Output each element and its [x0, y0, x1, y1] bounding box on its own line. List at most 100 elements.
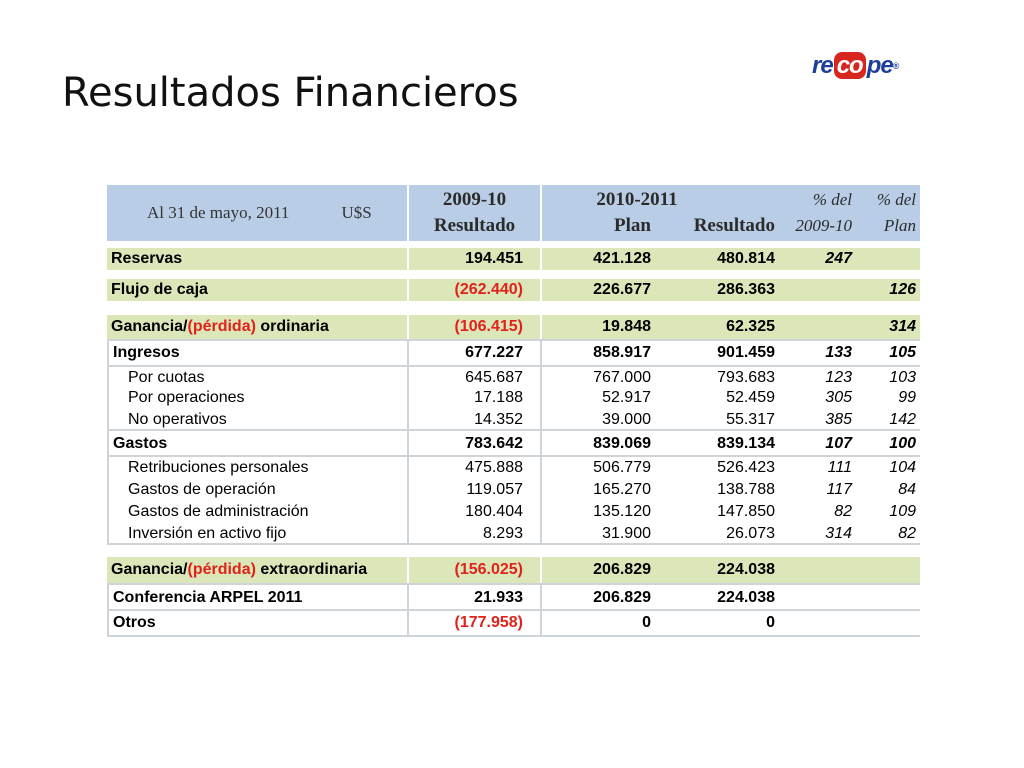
header-pct2-bottom: Plan — [883, 216, 916, 235]
row-plan: 839.069 — [593, 435, 651, 452]
header-col-2010-2011: 2010-2011 Plan Resultado — [542, 185, 779, 241]
row-label: Retribuciones personales — [107, 457, 409, 479]
header-pct1-bottom: 2009-10 — [795, 216, 852, 235]
label-part-perdida: (pérdida) — [187, 561, 256, 578]
row-result: 0 — [766, 614, 775, 631]
header-date-cell: Al 31 de mayo, 2011 U$S — [107, 185, 409, 241]
row-pct-plan: 104 — [889, 459, 916, 476]
row-pct-plan: 82 — [898, 525, 916, 542]
label-part-ordinaria: ordinaria — [255, 318, 329, 335]
row-pct-plan — [854, 248, 920, 270]
row-pct-2009-10 — [779, 279, 854, 301]
registered-mark: ® — [892, 61, 900, 71]
row-pct-2009-10: 305 — [825, 389, 852, 406]
table-row-ingresos: Ingresos 677.227 858.917 901.459 133 105 — [107, 339, 920, 365]
row-result-2009-10: 8.293 — [409, 523, 542, 543]
header-col1-year: 2009-10 — [442, 189, 507, 210]
logo-text-pe: pe — [866, 52, 894, 79]
row-label: Flujo de caja — [107, 279, 409, 301]
row-plan: 31.900 — [602, 525, 651, 542]
row-label: Gastos de operación — [107, 479, 409, 501]
row-plan: 39.000 — [602, 411, 651, 428]
table-row-gastos: Gastos 783.642 839.069 839.134 107 100 — [107, 431, 920, 457]
row-result-2009-10: 21.933 — [409, 585, 542, 609]
row-result-2009-10: 677.227 — [409, 341, 542, 365]
row-pct-2009-10 — [779, 611, 854, 635]
header-pct-plan: % del Plan — [854, 185, 920, 241]
row-label: Conferencia ARPEL 2011 — [107, 585, 409, 609]
label-part-ganancia: Ganancia/ — [111, 561, 188, 578]
row-result: 138.788 — [717, 481, 775, 498]
row-pct-2009-10: 133 — [825, 344, 852, 361]
table-row-gastos-operacion: Gastos de operación 119.057 165.270 138.… — [107, 479, 920, 501]
table-header: Al 31 de mayo, 2011 U$S 2009-10 Resultad… — [107, 185, 920, 241]
row-pct-plan: 84 — [898, 481, 916, 498]
table-row-por-cuotas: Por cuotas 645.687 767.000 793.683 123 1… — [107, 365, 920, 387]
row-result-2009-10: 119.057 — [409, 479, 542, 501]
row-result-2009-10: 475.888 — [409, 457, 542, 479]
row-label: Gastos — [107, 431, 409, 455]
row-plan: 767.000 — [593, 369, 651, 386]
row-plan: 226.677 — [593, 281, 651, 298]
row-plan: 506.779 — [593, 459, 651, 476]
row-result: 62.325 — [726, 318, 775, 335]
row-pct-2009-10: 107 — [825, 435, 852, 452]
table-row-conferencia-arpel: Conferencia ARPEL 2011 21.933 206.829 22… — [107, 583, 920, 611]
header-pct1-top: % del — [812, 190, 852, 209]
row-pct-2009-10: 82 — [834, 503, 852, 520]
row-plan: 19.848 — [602, 318, 651, 335]
row-pct-2009-10: 247 — [825, 250, 852, 267]
recope-logo: re co pe® — [812, 52, 900, 80]
header-col2-year: 2010-2011 — [596, 189, 678, 210]
row-result-2009-10: 17.188 — [409, 387, 542, 409]
row-pct-plan: 314 — [889, 318, 916, 335]
row-result: 224.038 — [717, 589, 775, 606]
row-plan: 858.917 — [593, 344, 651, 361]
row-result-2009-10: 180.404 — [409, 501, 542, 523]
row-pct-2009-10: 111 — [827, 459, 852, 476]
row-pct-2009-10: 117 — [826, 481, 852, 498]
row-label: Por operaciones — [107, 387, 409, 409]
financial-results-table: Al 31 de mayo, 2011 U$S 2009-10 Resultad… — [107, 185, 920, 637]
row-label: Por cuotas — [107, 367, 409, 387]
row-pct-2009-10: 123 — [825, 369, 852, 386]
label-part-perdida: (pérdida) — [187, 318, 256, 335]
label-part-ganancia: Ganancia/ — [111, 318, 188, 335]
row-pct-plan: 105 — [889, 344, 916, 361]
row-pct-plan: 100 — [889, 435, 916, 452]
row-pct-plan: 142 — [889, 411, 916, 428]
row-plan: 0 — [642, 614, 651, 631]
row-label: Ganancia/(pérdida) extraordinaria — [107, 557, 409, 583]
row-pct-plan — [854, 557, 920, 583]
table-row-reservas: Reservas 194.451 421.128 480.814 247 — [107, 248, 920, 270]
row-pct-plan: 99 — [898, 389, 916, 406]
row-result: 286.363 — [717, 281, 775, 298]
row-result: 526.423 — [717, 459, 775, 476]
table-row-flujo: Flujo de caja (262.440) 226.677 286.363 … — [107, 279, 920, 301]
row-label: No operativos — [107, 409, 409, 429]
row-label: Ganancia/(pérdida) ordinaria — [107, 315, 409, 339]
table-row-otros: Otros (177.958) 0 0 — [107, 611, 920, 637]
row-result-2009-10: 14.352 — [409, 409, 542, 429]
table-row-no-operativos: No operativos 14.352 39.000 55.317 385 1… — [107, 409, 920, 431]
row-pct-plan: 126 — [889, 281, 916, 298]
row-pct-plan — [854, 611, 920, 635]
header-pct2-top: % del — [876, 190, 916, 209]
row-result: 26.073 — [726, 525, 775, 542]
row-plan: 421.128 — [593, 250, 651, 267]
row-result: 224.038 — [717, 561, 775, 578]
row-pct-2009-10 — [779, 585, 854, 609]
row-pct-2009-10 — [779, 315, 854, 339]
row-label: Reservas — [107, 248, 409, 270]
logo-text-co: co — [833, 52, 866, 79]
header-pct-2009-10: % del 2009-10 — [779, 185, 854, 241]
row-result: 839.134 — [717, 435, 775, 452]
table-row-retribuciones: Retribuciones personales 475.888 506.779… — [107, 457, 920, 479]
row-pct-plan: 109 — [889, 503, 916, 520]
table-row-inversion: Inversión en activo fijo 8.293 31.900 26… — [107, 523, 920, 545]
header-col2-result: Resultado — [693, 215, 775, 236]
logo-text-re: re — [812, 52, 834, 79]
row-label: Inversión en activo fijo — [107, 523, 409, 543]
row-result-2009-10: (177.958) — [409, 611, 542, 635]
header-currency: U$S — [341, 203, 372, 222]
